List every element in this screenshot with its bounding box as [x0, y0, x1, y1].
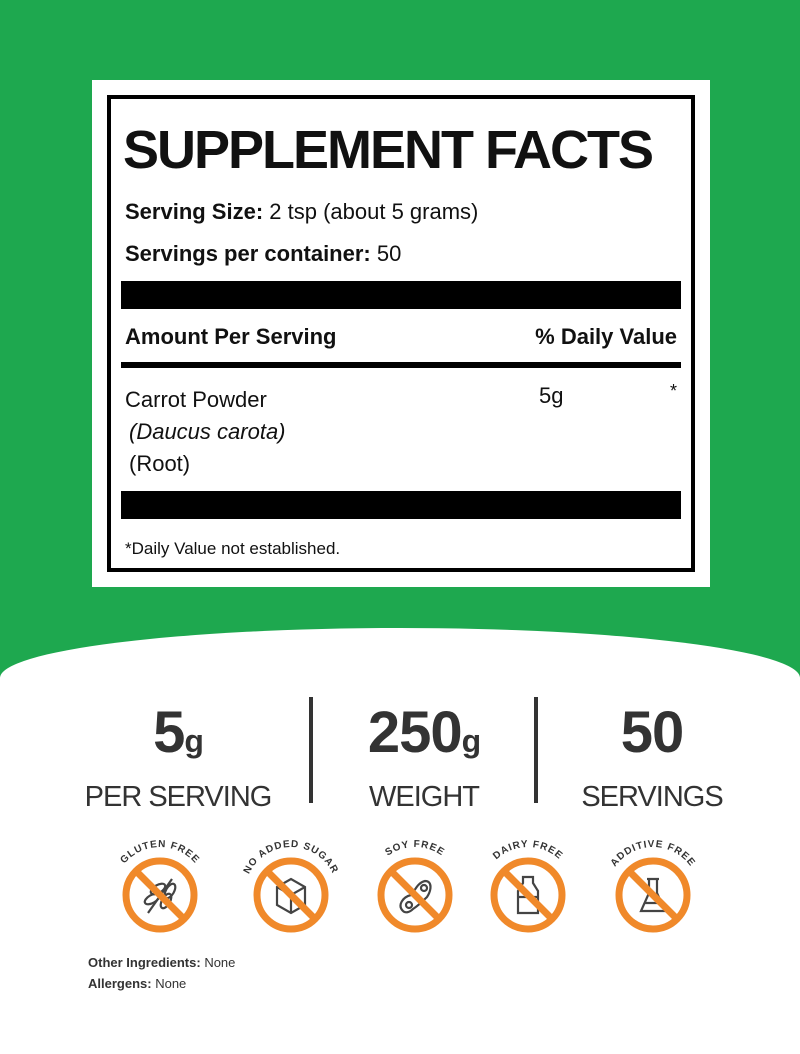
- serving-size: Serving Size: 2 tsp (about 5 grams): [125, 199, 478, 225]
- stat-label: PER SERVING: [84, 781, 273, 813]
- stat-number: 5: [153, 700, 185, 765]
- divider-bar: [121, 491, 681, 519]
- stat-unit: g: [184, 723, 204, 759]
- divider-thin: [121, 362, 681, 368]
- badge-dairy-free: DAIRY FREE: [468, 835, 588, 945]
- stat-number: 50: [620, 700, 685, 765]
- badge-gluten-free: GLUTEN FREE: [100, 835, 220, 945]
- stat-divider: [309, 697, 313, 803]
- badge-additive-free: ADDITIVE FREE: [593, 835, 713, 945]
- supplement-facts-panel: SUPPLEMENT FACTS Serving Size: 2 tsp (ab…: [92, 80, 710, 587]
- stats-row: 5g PER SERVING 250g WEIGHT 50 SERVINGS: [0, 695, 800, 815]
- prohibited-icon: [253, 857, 329, 933]
- badge-label: SOY FREE: [383, 839, 446, 859]
- stat-value: 5g: [68, 695, 288, 779]
- servings-per-container: Servings per container: 50: [125, 241, 401, 267]
- serving-size-value: 2 tsp (about 5 grams): [269, 199, 479, 224]
- stat-weight: 250g WEIGHT: [314, 695, 534, 817]
- ingredient-part: (Root): [129, 451, 191, 476]
- stat-servings: 50 SERVINGS: [542, 695, 762, 817]
- other-ingredients-value: None: [204, 955, 236, 970]
- amount-header: Amount Per Serving: [125, 324, 337, 349]
- stat-unit: g: [461, 723, 482, 759]
- ingredient-amount: 5g: [539, 383, 564, 408]
- ingredient-latin: (Daucus carota): [129, 419, 286, 444]
- prohibited-icon: [377, 857, 453, 933]
- footnote: *Daily Value not established.: [125, 539, 341, 558]
- stat-label: SERVINGS: [581, 781, 723, 813]
- ingredient-dv: *: [669, 381, 677, 401]
- allergens-value: None: [155, 976, 187, 991]
- prohibited-icon: [122, 857, 198, 933]
- badge-no-added-sugar: NO ADDED SUGAR: [231, 835, 351, 945]
- stat-value: 50: [542, 695, 762, 779]
- supplement-facts-box: SUPPLEMENT FACTS Serving Size: 2 tsp (ab…: [107, 95, 695, 572]
- ingredient-name: Carrot Powder: [125, 387, 267, 412]
- stat-divider: [534, 697, 538, 803]
- prohibited-icon: [490, 857, 566, 933]
- white-curve: [0, 628, 800, 1054]
- badge-soy-free: SOY FREE: [355, 835, 475, 945]
- facts-title: SUPPLEMENT FACTS: [123, 120, 654, 180]
- other-ingredients-label: Other Ingredients:: [88, 955, 201, 970]
- servings-value: 50: [376, 241, 402, 266]
- soybean-icon: [399, 879, 432, 914]
- divider-bar: [121, 281, 681, 309]
- stat-number: 250: [367, 700, 463, 765]
- other-ingredients: Other Ingredients: None: [88, 955, 235, 970]
- serving-size-label: Serving Size:: [125, 199, 264, 224]
- allergens-label: Allergens:: [88, 976, 152, 991]
- badge-label: NO ADDED SUGAR: [242, 839, 340, 876]
- servings-label: Servings per container:: [125, 241, 371, 266]
- prohibited-icon: [615, 857, 691, 933]
- dv-header: % Daily Value: [535, 324, 677, 349]
- stat-per-serving: 5g PER SERVING: [68, 695, 288, 817]
- stat-label: WEIGHT: [369, 781, 480, 813]
- allergens: Allergens: None: [88, 976, 186, 991]
- stat-value: 250g: [314, 695, 534, 779]
